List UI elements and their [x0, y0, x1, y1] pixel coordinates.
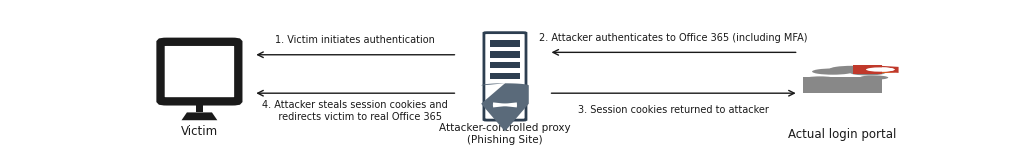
Text: Actual login portal: Actual login portal: [788, 128, 896, 141]
Polygon shape: [870, 65, 899, 73]
Bar: [197, 100, 203, 112]
Text: Victim: Victim: [181, 125, 218, 138]
Wedge shape: [856, 66, 896, 73]
Polygon shape: [181, 112, 217, 120]
Polygon shape: [481, 83, 528, 131]
Bar: [803, 77, 882, 93]
FancyBboxPatch shape: [161, 42, 239, 101]
Bar: [490, 40, 519, 47]
Text: 3. Session cookies returned to attacker: 3. Session cookies returned to attacker: [579, 105, 769, 115]
Polygon shape: [853, 65, 882, 74]
Text: 2. Attacker authenticates to Office 365 (including MFA): 2. Attacker authenticates to Office 365 …: [540, 33, 808, 43]
Circle shape: [866, 67, 895, 72]
Bar: [490, 51, 519, 58]
Circle shape: [860, 75, 888, 80]
Circle shape: [812, 68, 853, 75]
Text: Attacker-controlled proxy
(Phishing Site): Attacker-controlled proxy (Phishing Site…: [439, 123, 570, 145]
FancyBboxPatch shape: [484, 33, 526, 120]
Text: 1. Victim initiates authentication: 1. Victim initiates authentication: [275, 35, 435, 45]
Circle shape: [866, 67, 895, 72]
Circle shape: [829, 66, 874, 73]
Circle shape: [804, 76, 836, 81]
Bar: [490, 73, 519, 79]
Circle shape: [850, 70, 885, 75]
Text: 4. Attacker steals session cookies and
   redirects victim to real Office 365: 4. Attacker steals session cookies and r…: [262, 100, 449, 122]
Bar: [490, 62, 519, 68]
